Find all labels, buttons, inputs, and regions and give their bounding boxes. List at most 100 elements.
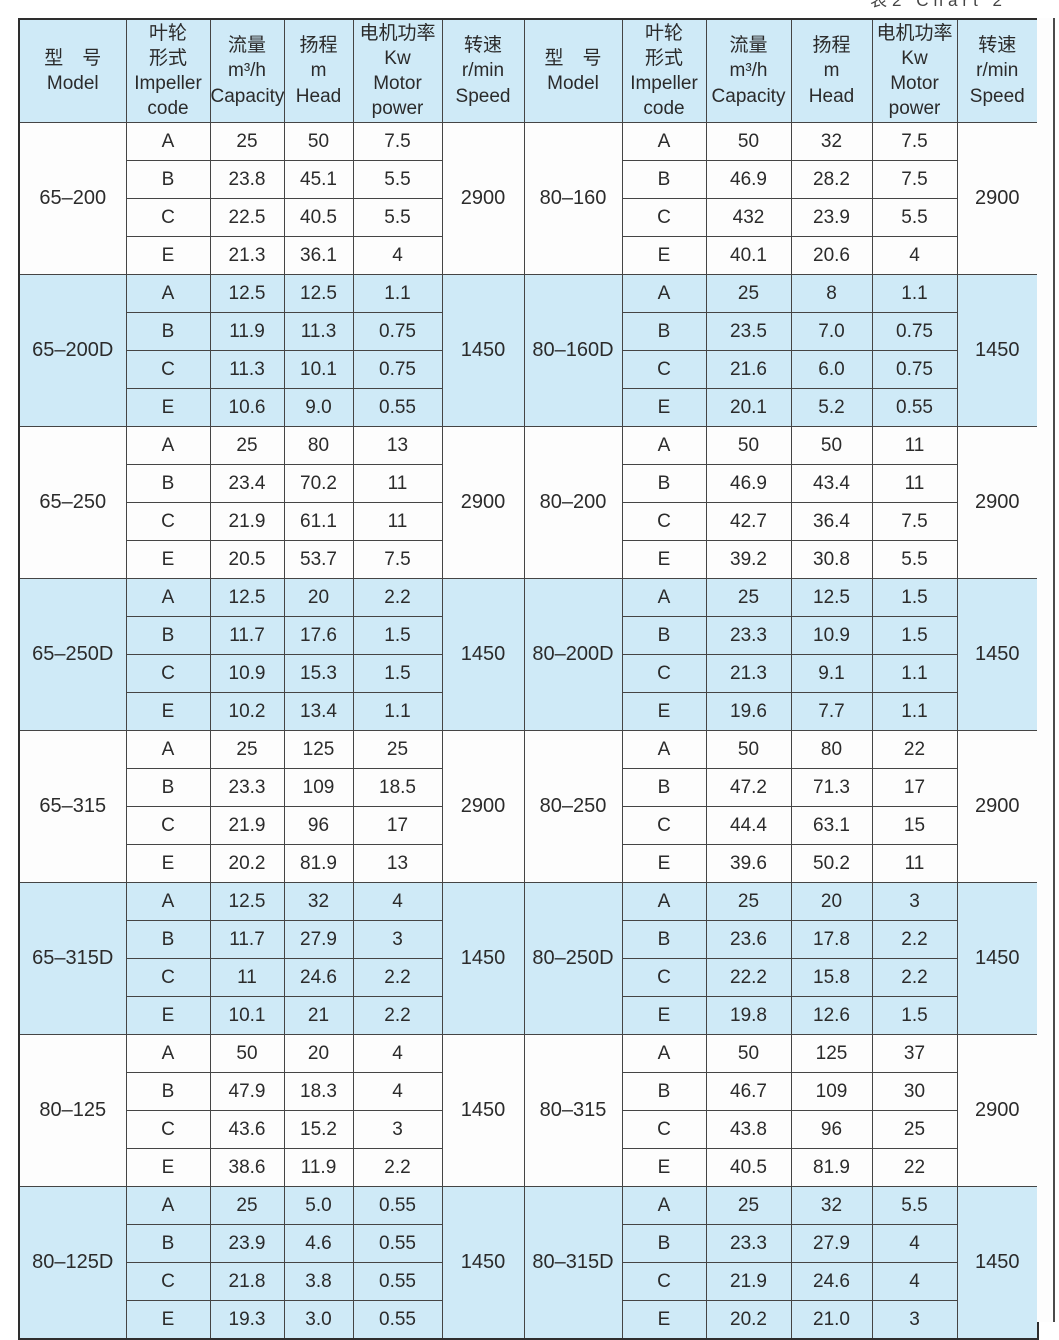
impeller-code-cell: C	[125, 350, 211, 389]
impeller-code-cell: E	[621, 236, 707, 275]
power-cell: 4	[352, 236, 443, 275]
power-cell: 11	[871, 464, 958, 503]
head-cell: 20	[283, 1034, 354, 1073]
power-cell: 0.75	[352, 350, 443, 389]
impeller-code-cell: C	[125, 1110, 211, 1149]
impeller-code-cell: B	[125, 616, 211, 655]
power-cell: 1.5	[871, 578, 958, 617]
power-cell: 7.5	[352, 540, 443, 579]
impeller-code-cell: E	[125, 236, 211, 275]
header-model-right: 型 号 Model	[523, 18, 623, 123]
capacity-cell: 40.1	[705, 236, 792, 275]
power-cell: 1.5	[352, 654, 443, 693]
impeller-code-cell: B	[621, 160, 707, 199]
power-cell: 1.5	[871, 616, 958, 655]
power-cell: 17	[352, 806, 443, 845]
head-cell: 40.5	[283, 198, 354, 237]
speed-cell-left: 1450	[441, 578, 525, 731]
header-capacity-left: 流量 m³/h Capacity	[209, 18, 285, 123]
model-cell-left: 80–125D	[18, 1186, 127, 1340]
model-cell-right: 80–200	[523, 426, 623, 579]
model-cell-left: 65–315	[18, 730, 127, 883]
capacity-cell: 25	[705, 882, 792, 921]
head-cell: 96	[790, 1110, 873, 1149]
table-row: 80–125 A 50 20 4 1450 80–315 A 50 125 37 2900	[18, 1034, 1039, 1187]
impeller-code-cell: B	[621, 312, 707, 351]
head-cell: 12.5	[283, 274, 354, 313]
head-cell: 4.6	[283, 1224, 354, 1263]
impeller-code-cell: B	[125, 1224, 211, 1263]
head-cell: 50.2	[790, 844, 873, 883]
power-cell: 1.5	[871, 996, 958, 1035]
model-cell-right: 80–315D	[523, 1186, 623, 1340]
capacity-cell: 11.9	[209, 312, 285, 351]
header-head-right: 扬程 m Head	[790, 18, 873, 123]
impeller-code-cell: C	[621, 654, 707, 693]
table-row: B 23.9 4.6 0.55 B 23.3 27.9 4	[19, 1224, 1038, 1263]
power-cell: 5.5	[871, 198, 958, 237]
power-cell: 0.55	[352, 1300, 443, 1340]
head-cell: 12.6	[790, 996, 873, 1035]
capacity-cell: 19.8	[705, 996, 792, 1035]
capacity-cell: 46.9	[705, 160, 792, 199]
capacity-cell: 47.2	[705, 768, 792, 807]
head-cell: 30.8	[790, 540, 873, 579]
page-caption-cutoff: 表2 Chart 2	[870, 0, 1007, 10]
capacity-cell: 21.3	[209, 236, 285, 275]
head-cell: 109	[790, 1072, 873, 1111]
capacity-cell: 43.8	[705, 1110, 792, 1149]
page-caption-text: 表2 Chart 2	[870, 0, 1007, 10]
capacity-cell: 46.9	[705, 464, 792, 503]
power-cell: 1.1	[871, 654, 958, 693]
table-row: E 21.3 36.1 4 E 40.1 20.6 4	[19, 236, 1038, 275]
capacity-cell: 39.6	[705, 844, 792, 883]
head-cell: 125	[790, 1034, 873, 1073]
head-cell: 32	[283, 882, 354, 921]
impeller-code-cell: E	[621, 388, 707, 427]
capacity-cell: 40.5	[705, 1148, 792, 1187]
table-row: 65–200D A 12.5 12.5 1.1 1450 80–160D A 25 8 1.1 145…	[18, 274, 1039, 427]
speed-cell-right: 2900	[956, 1034, 1039, 1187]
capacity-cell: 21.9	[705, 1262, 792, 1301]
power-cell: 15	[871, 806, 958, 845]
speed-cell-left: 2900	[441, 122, 525, 275]
head-cell: 20.6	[790, 236, 873, 275]
header-speed-right: 转速 r/min Speed	[956, 18, 1039, 123]
header-speed-left: 转速 r/min Speed	[441, 18, 525, 123]
header-impeller-right: 叶轮 形式 Impeller code	[621, 18, 707, 123]
power-cell: 17	[871, 768, 958, 807]
header-capacity-right: 流量 m³/h Capacity	[705, 18, 792, 123]
power-cell: 1.1	[871, 692, 958, 731]
impeller-code-cell: C	[621, 1262, 707, 1301]
impeller-code-cell: B	[125, 312, 211, 351]
table-header: 型 号 Model 叶轮 形式 Impeller code 流量 m³/h Capa…	[18, 18, 1039, 123]
head-cell: 18.3	[283, 1072, 354, 1111]
impeller-code-cell: B	[125, 920, 211, 959]
power-cell: 7.5	[871, 502, 958, 541]
model-cell-right: 80–250D	[523, 882, 623, 1035]
impeller-code-cell: C	[125, 806, 211, 845]
power-cell: 2.2	[352, 996, 443, 1035]
pump-spec-table-wrap: 型 号 Model 叶轮 形式 Impeller code 流量 m³/h Capa…	[18, 18, 1039, 1340]
power-cell: 1.1	[871, 274, 958, 313]
power-cell: 2.2	[352, 958, 443, 997]
power-cell: 5.5	[871, 540, 958, 579]
capacity-cell: 39.2	[705, 540, 792, 579]
capacity-cell: 21.9	[209, 806, 285, 845]
head-cell: 28.2	[790, 160, 873, 199]
head-cell: 27.9	[283, 920, 354, 959]
impeller-code-cell: B	[621, 1072, 707, 1111]
head-cell: 15.8	[790, 958, 873, 997]
impeller-code-cell: C	[621, 806, 707, 845]
model-cell-right: 80–160D	[523, 274, 623, 427]
head-cell: 50	[283, 122, 354, 161]
power-cell: 1.1	[352, 692, 443, 731]
capacity-cell: 11	[209, 958, 285, 997]
impeller-code-cell: A	[621, 1034, 707, 1073]
head-cell: 45.1	[283, 160, 354, 199]
capacity-cell: 20.1	[705, 388, 792, 427]
capacity-cell: 50	[209, 1034, 285, 1073]
head-cell: 43.4	[790, 464, 873, 503]
head-cell: 71.3	[790, 768, 873, 807]
impeller-code-cell: E	[621, 692, 707, 731]
